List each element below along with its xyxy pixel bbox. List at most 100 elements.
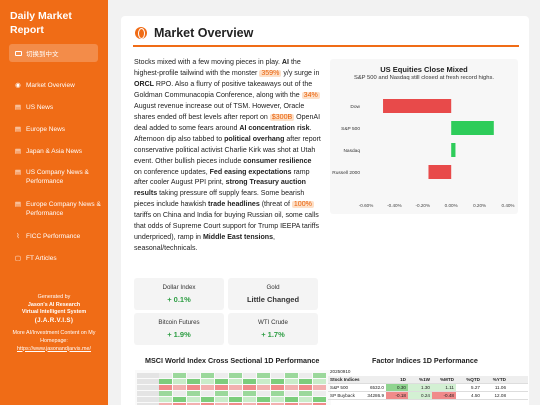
sidebar-item-label: Japan & Asia News: [26, 148, 83, 155]
metric-value: + 1.7%: [261, 330, 285, 339]
heatmap-cell: [299, 397, 312, 402]
heatmap-cell: [215, 397, 228, 402]
news-icon: ▤: [14, 201, 22, 208]
highlight-figure: $300B: [269, 113, 295, 121]
sidebar-item-europe-news[interactable]: ▤ Europe News: [0, 125, 108, 134]
heatmap-cell: [187, 397, 200, 402]
heatmap-cell: [299, 391, 312, 396]
heatmap-cell: [137, 385, 159, 390]
heatmap-cell: [137, 379, 159, 384]
news-icon: ▤: [14, 148, 22, 155]
heatmap-cell: [215, 385, 228, 390]
sidebar-item-ficc-performance[interactable]: ⌇ FICC Performance: [0, 232, 108, 241]
heatmap-cell: [173, 373, 186, 378]
heatmap-cell: [215, 391, 228, 396]
chart-bar: [451, 143, 456, 157]
sidebar-item-label: FICC Performance: [26, 233, 81, 240]
heatmap-cell: [137, 397, 159, 402]
footer-author: Jason's AI Research: [27, 301, 81, 308]
sidebar-item-market-overview[interactable]: ◉ Market Overview: [0, 81, 108, 90]
heatmap-cell: [173, 403, 186, 405]
news-icon: ▤: [14, 126, 22, 133]
heatmap-cell: [173, 391, 186, 396]
footer-homepage-link[interactable]: https://www.jasonandjarvis.me/: [16, 345, 91, 352]
sidebar-footer: Generated by Jason's AI Research Virtual…: [6, 294, 102, 353]
metric-card-dollar-index: Dollar Index + 0.1%: [134, 278, 224, 310]
heatmap-cell: [243, 391, 256, 396]
heatmap-cell: [285, 373, 298, 378]
footer-system: Virtual Intelligent System: [21, 309, 87, 316]
chart-tick-label: -0.60%: [359, 203, 374, 208]
heatmap-cell: [257, 403, 270, 405]
sidebar-item-ft-articles[interactable]: ▢ FT Articles: [0, 254, 108, 263]
heatmap-cell: [257, 385, 270, 390]
heatmap-cell: [257, 397, 270, 402]
heatmap-cell: [299, 373, 312, 378]
page-title: Market Overview: [154, 26, 254, 40]
heatmap-cell: [201, 391, 214, 396]
chart-bar: [428, 165, 452, 179]
table-row: SP Buyback 34286.9 -0.18 0.24 -0.48 4.50…: [328, 392, 528, 400]
heatmap-cell: [285, 385, 298, 390]
heatmap-cell: [159, 373, 172, 378]
us-equities-chart: US Equities Close Mixed S&P 500 and Nasd…: [330, 59, 518, 214]
heatmap-cell: [201, 379, 214, 384]
page-header: Market Overview: [135, 26, 253, 40]
heatmap-cell: [271, 403, 284, 405]
factor-table-date: 20250910: [330, 369, 351, 374]
heatmap-title: MSCI World Index Cross Sectional 1D Perf…: [145, 356, 320, 365]
heatmap-cell: [257, 379, 270, 384]
highlight-figure: 359%: [259, 69, 282, 77]
heatmap-cell: [215, 379, 228, 384]
heatmap-cell: [173, 385, 186, 390]
heatmap-cell: [137, 373, 159, 378]
chart-bar: [383, 99, 452, 113]
heatmap-cell: [137, 391, 159, 396]
metric-value: + 1.9%: [167, 330, 191, 339]
heatmap-cell: [187, 379, 200, 384]
heatmap-cell: [215, 373, 228, 378]
sidebar-item-label: FT Articles: [26, 255, 57, 262]
heatmap-cell: [229, 379, 242, 384]
chart-subtitle: S&P 500 and Nasdaq still closed at fresh…: [353, 75, 495, 81]
heatmap-cell: [201, 385, 214, 390]
sidebar-item-label: US News: [26, 104, 54, 111]
chart-category-label: S&P 500: [341, 126, 360, 132]
heatmap-cell: [285, 403, 298, 405]
heatmap-cell: [173, 379, 186, 384]
heatmap-cell: [299, 385, 312, 390]
heatmap-cell: [257, 391, 270, 396]
news-icon: ▤: [14, 169, 22, 176]
sidebar-item-label: Europe News: [26, 126, 66, 133]
sidebar-item-us-news[interactable]: ▤ US News: [0, 103, 108, 112]
sidebar-item-us-company-news[interactable]: ▤ US Company News & Performance: [0, 168, 108, 186]
heatmap-cell: [229, 391, 242, 396]
heatmap-cell: [271, 391, 284, 396]
table-header-row: Stock Indices 1D %1W %MTD %QTD %YTD: [328, 376, 528, 384]
language-toggle-button[interactable]: 切换到中文: [9, 44, 98, 62]
metric-card-bitcoin-futures: Bitcoin Futures + 1.9%: [134, 313, 224, 345]
highlight-figure: 34%: [301, 91, 320, 99]
chart-category-label: Nasdaq: [343, 148, 360, 154]
chart-icon: ⌇: [16, 233, 20, 240]
heatmap-cell: [285, 391, 298, 396]
heatmap-cell: [313, 373, 326, 378]
heatmap-cell: [229, 373, 242, 378]
msci-heatmap-thumbnail: [135, 370, 331, 405]
sidebar-item-japan-asia-news[interactable]: ▤ Japan & Asia News: [0, 147, 108, 156]
metric-value: + 0.1%: [167, 295, 191, 304]
heatmap-cell: [187, 385, 200, 390]
heatmap-cell: [159, 397, 172, 402]
metric-card-wti-crude: WTI Crude + 1.7%: [228, 313, 318, 345]
heatmap-cell: [271, 397, 284, 402]
chart-category-label: Dow: [350, 104, 360, 110]
heatmap-cell: [229, 397, 242, 402]
heatmap-cell: [229, 403, 242, 405]
metric-label: Dollar Index: [162, 284, 196, 291]
sidebar-item-europe-company-news[interactable]: ▤ Europe Company News & Performance: [0, 200, 108, 218]
language-icon: [15, 50, 22, 56]
title-divider: [133, 45, 519, 47]
heatmap-cell: [215, 403, 228, 405]
metric-label: Bitcoin Futures: [158, 319, 200, 326]
heatmap-cell: [187, 391, 200, 396]
